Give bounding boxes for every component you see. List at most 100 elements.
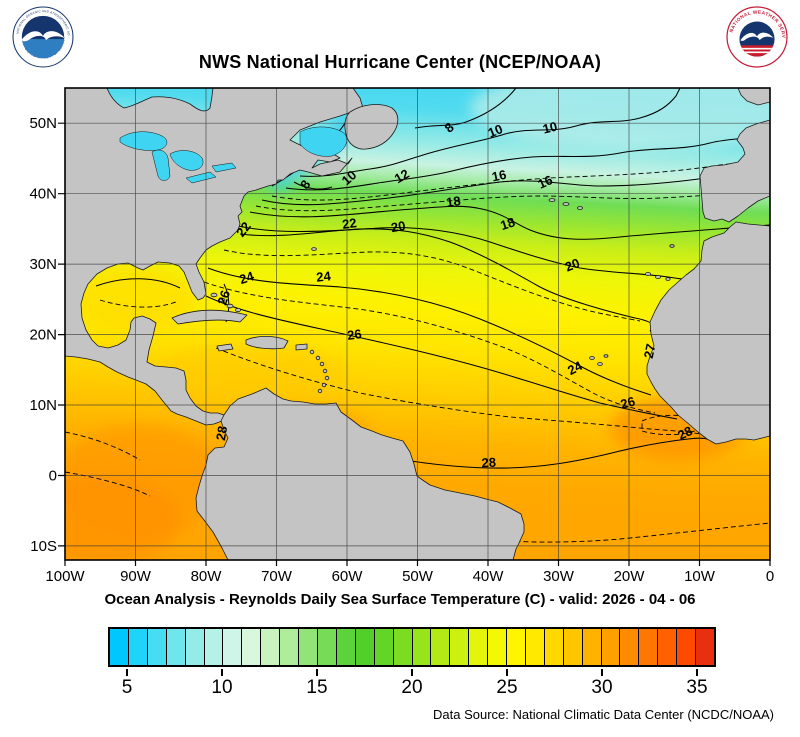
land-hispaniola — [245, 335, 289, 350]
data-source: Data Source: National Climatic Data Cent… — [433, 707, 774, 722]
contour-label: 26 — [619, 393, 637, 411]
colorbar-cell — [185, 629, 205, 665]
contour-label: 18 — [445, 193, 461, 210]
colorbar-cell — [639, 629, 659, 665]
colorbar-tick — [506, 669, 508, 676]
colorbar-cell — [469, 629, 489, 665]
y-axis-labels: 50N 40N 30N 20N 10N 0 10S — [29, 115, 57, 555]
land-africa — [646, 221, 770, 445]
colorbar-tick — [601, 669, 603, 676]
x-tick-label: 70W — [261, 568, 293, 585]
island-specks — [210, 198, 675, 394]
inland-waters — [119, 126, 348, 184]
y-tick-label: 0 — [49, 468, 57, 485]
colorbar-cell — [147, 629, 167, 665]
lake-huron — [169, 150, 204, 171]
colorbar-cell — [223, 629, 243, 665]
axis-ticks — [58, 122, 771, 566]
land-cuba — [171, 309, 248, 325]
colorbar-cell — [525, 629, 545, 665]
contour-line — [249, 205, 770, 240]
colorbar-cell — [431, 629, 451, 665]
lake-superior — [119, 131, 168, 151]
colorbar-tick-label: 25 — [496, 677, 518, 698]
colorbar-tick-label: 20 — [401, 677, 423, 698]
x-tick-label: 10W — [684, 568, 716, 585]
contour-label: 26 — [346, 326, 362, 343]
contour-line-dashed — [215, 347, 715, 438]
lake-michigan — [151, 149, 171, 181]
colorbar-cell — [696, 629, 714, 665]
nws-emblem — [739, 21, 775, 57]
noaa-gull-icon — [21, 31, 65, 42]
land-south-america — [195, 387, 525, 560]
contour-label: 24 — [316, 268, 333, 285]
contour-line-dashed — [255, 190, 770, 212]
contour-label: 20 — [563, 255, 582, 274]
colorbar-tick-label: 35 — [686, 677, 708, 698]
colorbar-tick-label: 30 — [591, 677, 613, 698]
contour-label: 26 — [214, 288, 233, 306]
colorbar — [108, 627, 716, 667]
colorbar-cell — [488, 629, 508, 665]
land-puerto-rico — [295, 343, 308, 351]
x-axis-labels: 100W 90W 80W 70W 60W 50W 40W 30W 20W 10W… — [45, 568, 774, 585]
colorbar-cell — [374, 629, 394, 665]
x-tick-label: 0 — [766, 568, 774, 585]
colorbar-tick — [126, 669, 128, 676]
y-tick-label: 10N — [29, 397, 57, 414]
contour-label: 22 — [341, 215, 357, 232]
colorbar-cell — [677, 629, 697, 665]
x-tick-label: 60W — [332, 568, 364, 585]
lake-ontario — [211, 162, 237, 173]
x-tick-label: 40W — [473, 568, 505, 585]
contour-line-dashed — [99, 299, 177, 308]
contour-line-dashed — [223, 249, 641, 322]
page-title: NWS National Hurricane Center (NCEP/NOAA… — [198, 52, 602, 72]
colorbar-cell — [582, 629, 602, 665]
y-tick-label: 10S — [30, 538, 57, 555]
colorbar-cell — [204, 629, 224, 665]
colorbar-tick — [696, 669, 698, 676]
colorbar-ticks: 5 10 15 20 25 30 35 — [108, 669, 716, 703]
colorbar-tick-label: 10 — [211, 677, 233, 698]
x-tick-label: 80W — [191, 568, 223, 585]
lake-erie — [185, 171, 217, 184]
land-masses — [65, 88, 770, 560]
colorbar-cell — [299, 629, 318, 665]
land-iberia-france — [699, 119, 770, 223]
x-tick-label: 30W — [543, 568, 575, 585]
nws-gull-icon — [740, 32, 774, 41]
colorbar-cell — [166, 629, 186, 665]
contour-line-dashed — [65, 431, 151, 497]
contour-label: 24 — [237, 268, 256, 287]
colorbar-cell — [128, 629, 148, 665]
colorbar-tick-label: 5 — [121, 677, 133, 698]
colorbar-cell — [412, 629, 432, 665]
colorbar-tick — [316, 669, 318, 676]
y-tick-label: 30N — [29, 256, 57, 273]
colorbar-tick-label: 15 — [306, 677, 328, 698]
contour-label: 10 — [541, 119, 559, 137]
y-tick-label: 20N — [29, 327, 57, 344]
contour-line — [285, 134, 770, 191]
land-north-america — [65, 88, 364, 426]
contour-line — [239, 228, 653, 325]
colorbar-cell — [355, 629, 375, 665]
colorbar-cell — [393, 629, 413, 665]
contour-line — [293, 181, 333, 190]
contour-label: 18 — [498, 214, 516, 233]
land-newfoundland — [344, 104, 399, 150]
map-caption: Ocean Analysis - Reynolds Daily Sea Surf… — [104, 591, 696, 608]
x-tick-label: 50W — [402, 568, 434, 585]
contour-label: 16 — [490, 167, 507, 185]
colorbar-cell — [658, 629, 678, 665]
x-tick-label: 100W — [45, 568, 85, 585]
contour-label: 28 — [675, 423, 695, 443]
colorbar-cell — [507, 629, 526, 665]
land-england — [737, 88, 770, 106]
noaa-logo: NATIONAL OCEANIC AND ATMOSPHERIC ADMINIS… — [12, 6, 74, 68]
y-tick-label: 40N — [29, 186, 57, 203]
colorbar-tick — [221, 669, 223, 676]
